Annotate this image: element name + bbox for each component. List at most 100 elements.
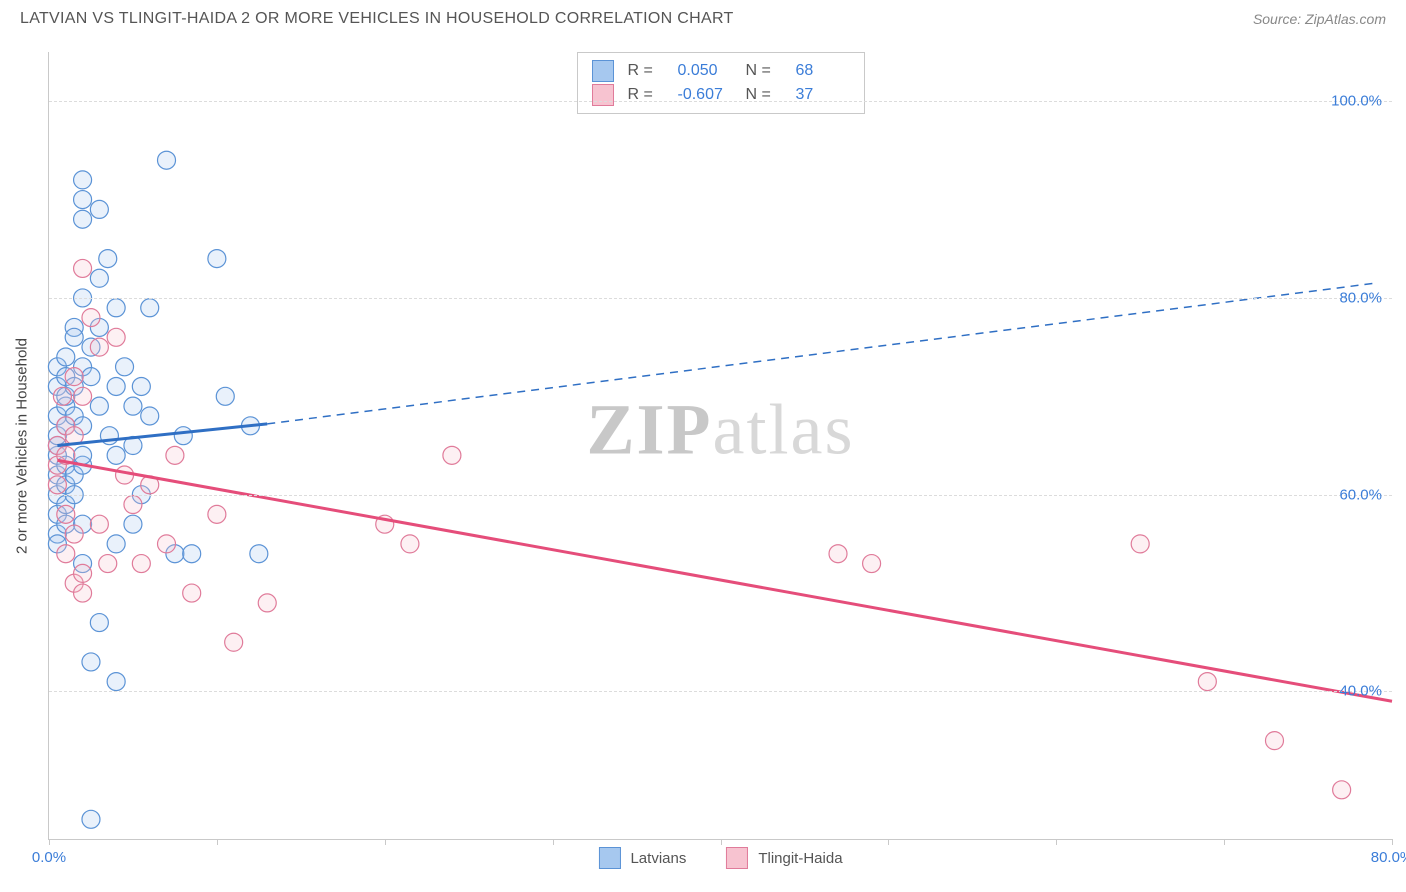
data-point xyxy=(107,535,125,553)
legend-item-latvians: Latvians xyxy=(598,847,686,869)
data-point xyxy=(174,427,192,445)
x-tick xyxy=(1224,839,1225,845)
data-point xyxy=(74,171,92,189)
data-point xyxy=(74,564,92,582)
data-point xyxy=(158,151,176,169)
y-tick-label: 80.0% xyxy=(1339,289,1382,306)
trend-line-extrapolated xyxy=(267,283,1375,424)
x-tick xyxy=(385,839,386,845)
data-point xyxy=(1131,535,1149,553)
data-point xyxy=(53,387,71,405)
data-point xyxy=(82,810,100,828)
n-value-tlingit: 37 xyxy=(796,83,850,107)
data-point xyxy=(124,515,142,533)
data-point xyxy=(74,191,92,209)
data-point xyxy=(107,328,125,346)
n-label: N = xyxy=(746,59,782,83)
data-point xyxy=(1265,732,1283,750)
data-point xyxy=(65,328,83,346)
x-tick xyxy=(1392,839,1393,845)
data-point xyxy=(74,584,92,602)
legend-label-tlingit: Tlingit-Haida xyxy=(758,850,842,867)
data-point xyxy=(90,614,108,632)
data-point xyxy=(216,387,234,405)
gridline xyxy=(49,495,1392,496)
plot-area: ZIPatlas R = 0.050 N = 68 R = -0.607 N =… xyxy=(48,52,1392,840)
data-point xyxy=(132,555,150,573)
data-point xyxy=(90,515,108,533)
data-point xyxy=(107,377,125,395)
data-point xyxy=(1198,673,1216,691)
data-point xyxy=(90,269,108,287)
title-bar: LATVIAN VS TLINGIT-HAIDA 2 OR MORE VEHIC… xyxy=(0,0,1406,42)
data-point xyxy=(116,358,134,376)
n-value-latvians: 68 xyxy=(796,59,850,83)
chart-title: LATVIAN VS TLINGIT-HAIDA 2 OR MORE VEHIC… xyxy=(20,10,734,28)
r-label: R = xyxy=(628,59,664,83)
data-point xyxy=(90,200,108,218)
gridline xyxy=(49,298,1392,299)
gridline xyxy=(49,691,1392,692)
x-tick xyxy=(888,839,889,845)
data-point xyxy=(183,545,201,563)
swatch-latvians xyxy=(592,60,614,82)
data-point xyxy=(99,250,117,268)
x-tick xyxy=(1056,839,1057,845)
trend-line xyxy=(57,460,1392,701)
swatch-latvians-bottom xyxy=(598,847,620,869)
data-point xyxy=(166,446,184,464)
data-point xyxy=(141,407,159,425)
x-tick xyxy=(217,839,218,845)
data-point xyxy=(250,545,268,563)
data-point xyxy=(74,387,92,405)
data-point xyxy=(74,210,92,228)
data-point xyxy=(57,545,75,563)
y-tick-label: 40.0% xyxy=(1339,683,1382,700)
data-point xyxy=(863,555,881,573)
swatch-tlingit-bottom xyxy=(726,847,748,869)
data-point xyxy=(57,505,75,523)
data-point xyxy=(208,505,226,523)
data-point xyxy=(57,348,75,366)
data-point xyxy=(124,397,142,415)
data-point xyxy=(124,496,142,514)
data-point xyxy=(99,555,117,573)
data-point xyxy=(107,446,125,464)
plot-svg xyxy=(49,52,1392,839)
x-tick-label: 0.0% xyxy=(32,849,66,866)
gridline xyxy=(49,101,1392,102)
x-tick xyxy=(49,839,50,845)
swatch-tlingit xyxy=(592,84,614,106)
legend-item-tlingit: Tlingit-Haida xyxy=(726,847,842,869)
data-point xyxy=(48,476,66,494)
data-point xyxy=(65,368,83,386)
legend-row-tlingit: R = -0.607 N = 37 xyxy=(592,83,850,107)
y-tick-label: 100.0% xyxy=(1331,93,1382,110)
data-point xyxy=(158,535,176,553)
data-point xyxy=(82,653,100,671)
data-point xyxy=(107,299,125,317)
x-tick xyxy=(721,839,722,845)
legend-label-latvians: Latvians xyxy=(630,850,686,867)
r-label: R = xyxy=(628,83,664,107)
data-point xyxy=(74,446,92,464)
data-point xyxy=(183,584,201,602)
r-value-latvians: 0.050 xyxy=(678,59,732,83)
data-point xyxy=(225,633,243,651)
r-value-tlingit: -0.607 xyxy=(678,83,732,107)
data-point xyxy=(65,525,83,543)
data-point xyxy=(258,594,276,612)
data-point xyxy=(132,377,150,395)
data-point xyxy=(208,250,226,268)
data-point xyxy=(90,338,108,356)
legend-series: Latvians Tlingit-Haida xyxy=(598,847,842,869)
data-point xyxy=(82,368,100,386)
data-point xyxy=(401,535,419,553)
x-tick-label: 80.0% xyxy=(1371,849,1406,866)
x-tick xyxy=(553,839,554,845)
y-tick-label: 60.0% xyxy=(1339,486,1382,503)
data-point xyxy=(90,397,108,415)
data-point xyxy=(74,259,92,277)
n-label: N = xyxy=(746,83,782,107)
data-point xyxy=(443,446,461,464)
